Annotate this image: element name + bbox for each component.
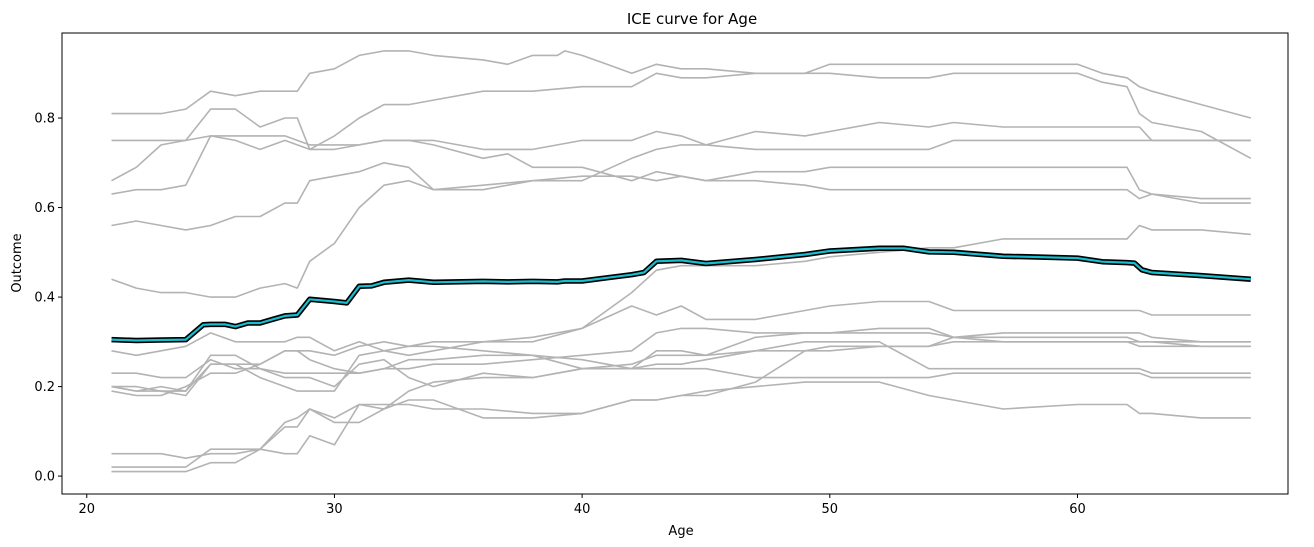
y-axis: 0.0 0.2 0.4 0.6 0.8: [34, 112, 62, 485]
x-tick-label: 60: [1069, 502, 1086, 517]
ice-line-12: [111, 345, 1251, 397]
ice-line-3: [111, 130, 1251, 151]
ice-line-8: [111, 300, 1251, 357]
y-tick-label: 0.4: [34, 291, 55, 306]
ice-line-15: [111, 340, 1251, 473]
x-tick-label: 40: [574, 502, 591, 517]
ice-line-1: [111, 50, 1252, 119]
x-tick-label: 20: [78, 502, 95, 517]
y-tick-label: 0.2: [34, 380, 55, 395]
y-tick-label: 0.6: [34, 201, 55, 216]
ice-line-5: [111, 162, 1251, 231]
ice-line-14: [111, 332, 1251, 468]
ice-lines-group: [111, 50, 1252, 473]
ice-line-2: [111, 72, 1252, 182]
y-tick-label: 0.8: [34, 112, 55, 127]
plot-frame: [61, 32, 1289, 495]
x-tick-label: 50: [822, 502, 839, 517]
x-axis: 20 30 40 50 60: [78, 494, 1086, 517]
x-tick-label: 30: [326, 502, 343, 517]
y-tick-label: 0.0: [34, 470, 55, 485]
x-axis-label: Age: [668, 524, 693, 539]
average-curve: [111, 247, 1251, 342]
y-axis-label: Outcome: [10, 233, 25, 292]
average-curve-group: [111, 245, 1251, 344]
ice-line-4: [111, 135, 1251, 200]
chart-title: ICE curve for Age: [627, 10, 757, 28]
ice-line-6: [111, 121, 1251, 298]
